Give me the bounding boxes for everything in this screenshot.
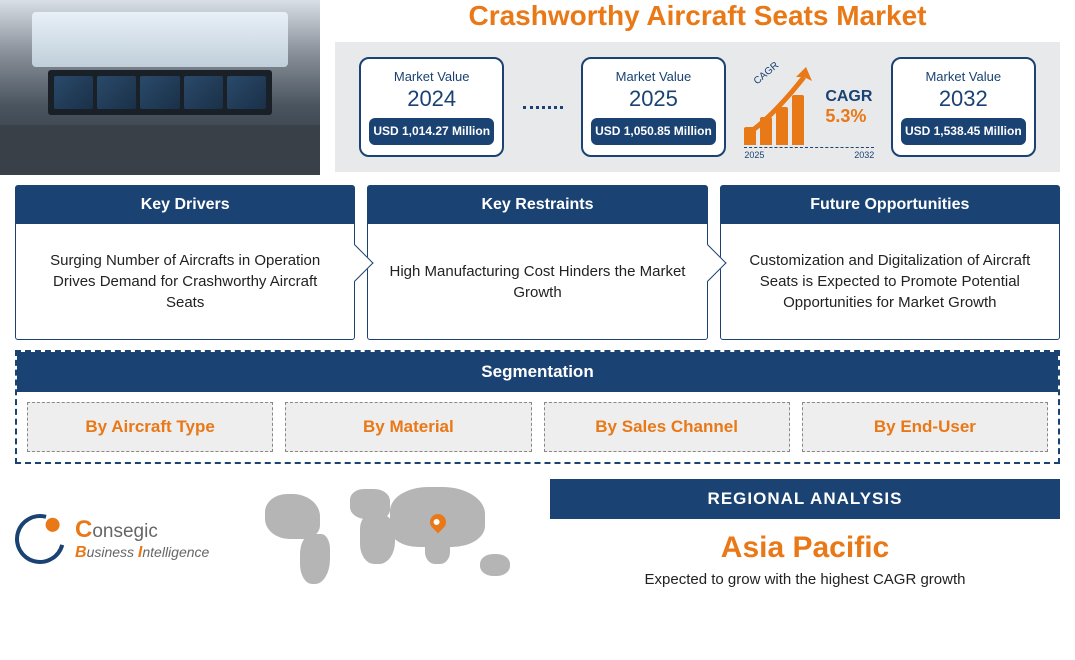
- connector-icon: [523, 106, 563, 109]
- metric-year: 2024: [369, 86, 494, 112]
- seg-item-material: By Material: [285, 402, 531, 452]
- cockpit-photo: [0, 0, 320, 175]
- card-key-drivers: Key Drivers Surging Number of Aircrafts …: [15, 185, 355, 340]
- metrics-strip: Market Value 2024 USD 1,014.27 Million M…: [335, 42, 1060, 172]
- logo-tagline: Business Intelligence: [75, 544, 209, 562]
- metric-box-2024: Market Value 2024 USD 1,014.27 Million: [359, 57, 504, 158]
- cagr-chart-icon: 2025 2032 CAGR: [744, 70, 819, 145]
- card-key-restraints: Key Restraints High Manufacturing Cost H…: [367, 185, 707, 340]
- brand-logo: Consegic Business Intelligence: [15, 479, 255, 599]
- regional-analysis: REGIONAL ANALYSIS Asia Pacific Expected …: [550, 479, 1060, 599]
- seg-item-sales-channel: By Sales Channel: [544, 402, 790, 452]
- logo-icon: [6, 505, 74, 573]
- card-header: Key Restraints: [368, 186, 706, 224]
- metric-year: 2025: [591, 86, 716, 112]
- card-header: Key Drivers: [16, 186, 354, 224]
- page-title: Crashworthy Aircraft Seats Market: [335, 0, 1060, 32]
- card-body: High Manufacturing Cost Hinders the Mark…: [368, 224, 706, 339]
- card-body: Surging Number of Aircrafts in Operation…: [16, 224, 354, 339]
- metric-label: Market Value: [901, 69, 1026, 84]
- cagr-value: 5.3%: [825, 106, 872, 127]
- metric-value: USD 1,050.85 Million: [591, 118, 716, 146]
- regional-subtitle: Expected to grow with the highest CAGR g…: [550, 571, 1060, 588]
- card-body: Customization and Digitalization of Airc…: [721, 224, 1059, 339]
- metric-label: Market Value: [591, 69, 716, 84]
- metric-box-2025: Market Value 2025 USD 1,050.85 Million: [581, 57, 726, 158]
- metric-year: 2032: [901, 86, 1026, 112]
- seg-item-end-user: By End-User: [802, 402, 1048, 452]
- seg-item-aircraft-type: By Aircraft Type: [27, 402, 273, 452]
- cagr-end-year: 2032: [854, 150, 874, 160]
- cagr-label: CAGR: [825, 88, 872, 106]
- metric-label: Market Value: [369, 69, 494, 84]
- regional-region: Asia Pacific: [550, 531, 1060, 565]
- cagr-start-year: 2025: [744, 150, 764, 160]
- segmentation-header: Segmentation: [17, 352, 1058, 392]
- metric-value: USD 1,538.45 Million: [901, 118, 1026, 146]
- metric-box-2032: Market Value 2032 USD 1,538.45 Million: [891, 57, 1036, 158]
- cagr-section: 2025 2032 CAGR CAGR 5.3%: [744, 70, 872, 145]
- world-map-icon: [255, 479, 535, 599]
- card-future-opportunities: Future Opportunities Customization and D…: [720, 185, 1060, 340]
- card-header: Future Opportunities: [721, 186, 1059, 224]
- logo-name: Consegic: [75, 516, 209, 544]
- metric-value: USD 1,014.27 Million: [369, 118, 494, 146]
- regional-header: REGIONAL ANALYSIS: [550, 479, 1060, 519]
- segmentation-panel: Segmentation By Aircraft Type By Materia…: [15, 350, 1060, 464]
